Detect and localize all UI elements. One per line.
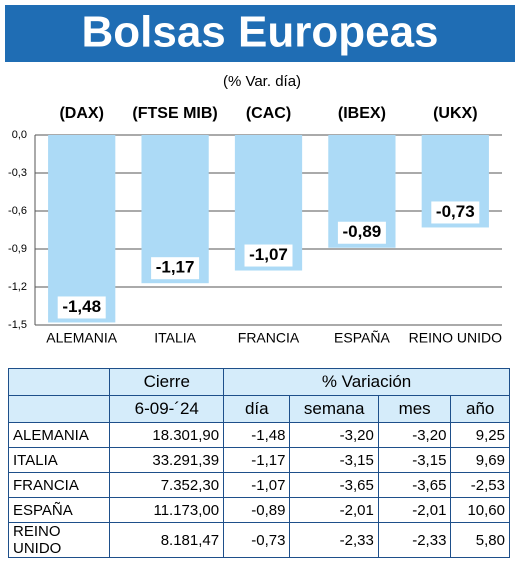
table-cell: FRANCIA [7, 472, 111, 498]
table-cell: -3,65 [289, 472, 379, 498]
table-cell: -2,01 [289, 497, 379, 523]
bar [48, 135, 116, 323]
x-tick-label: ITALIA [154, 330, 196, 346]
index-label: (IBEX) [338, 105, 386, 122]
table-cell: -1,07 [223, 472, 291, 498]
x-tick-label: REINO UNIDO [409, 330, 502, 346]
table-cell: ESPAÑA [7, 497, 111, 523]
table-row: ALEMANIA 18.301,90 -1,48 -3,20 -3,20 9,25 [7, 422, 510, 448]
value-label-bg [244, 244, 293, 267]
header-cell: % Variación [223, 368, 510, 396]
x-tick-label: ESPAÑA [334, 330, 390, 346]
y-tick-label: 0,0 [12, 129, 27, 141]
table-cell: -3,15 [377, 447, 452, 473]
table-cell: 33.291,39 [109, 447, 225, 473]
value-label: -0,89 [343, 222, 382, 241]
value-label: -1,48 [62, 297, 101, 316]
table-cell: -2,33 [289, 522, 379, 558]
table-cell: 18.301,90 [109, 422, 225, 448]
chart: Bolsas Europeas (% Var. día) 0,0 -0,3 -0,6… [5, 5, 515, 346]
table-row: ESPAÑA 11.173,00 -0,89 -2,01 -2,01 10,60 [7, 497, 510, 523]
table-cell: -3,20 [289, 422, 379, 448]
table-cell: 7.352,30 [109, 472, 225, 498]
table-cell: -3,20 [377, 422, 452, 448]
table-row: FRANCIA 7.352,30 -1,07 -3,65 -3,65 -2,53 [7, 472, 510, 498]
x-tick-label: ALEMANIA [46, 330, 117, 346]
table-cell: 10,60 [450, 497, 510, 523]
table-cell: 8.181,47 [109, 522, 225, 558]
table-cell: ALEMANIA [7, 422, 111, 448]
table-cell: 11.173,00 [109, 497, 225, 523]
value-label-bg [431, 201, 480, 224]
table-cell: -1,17 [223, 447, 291, 473]
index-label: (DAX) [59, 105, 103, 122]
x-tick-label: FRANCIA [238, 330, 300, 346]
y-tick-label: -1,5 [8, 319, 27, 331]
index-label: (CAC) [246, 105, 291, 122]
header-cell [7, 395, 111, 423]
table-row: REINO UNIDO 8.181,47 -0,73 -2,33 -2,33 5,80 [7, 522, 510, 558]
table-cell: 9,25 [450, 422, 510, 448]
y-tick-label: -0,3 [8, 167, 27, 179]
data-table: Cierre% Variación 6-09-´24 día semana mes año… [7, 368, 510, 558]
table-cell: -3,65 [377, 472, 452, 498]
value-label-bg [151, 257, 200, 280]
table-cell: 5,80 [450, 522, 510, 558]
value-label-bg [337, 221, 386, 244]
header-cell [7, 368, 111, 396]
value-label: -0,73 [436, 202, 475, 221]
table-cell: -3,15 [289, 447, 379, 473]
chart-subtitle: (% Var. día) [223, 73, 301, 90]
table-cell: -0,89 [223, 497, 291, 523]
index-label: (UKX) [433, 105, 477, 122]
value-label: -1,17 [156, 258, 195, 277]
table-cell: -0,73 [223, 522, 291, 558]
table-cell: -2,33 [377, 522, 452, 558]
subheader-row: 6-09-´24 día semana mes año [7, 395, 510, 423]
table-cell: -1,48 [223, 422, 291, 448]
table-cell: -2,01 [377, 497, 452, 523]
table-cell: ITALIA [7, 447, 111, 473]
chart-title: Bolsas Europeas [81, 8, 438, 57]
value-label: -1,07 [249, 245, 288, 264]
header-cell: mes [377, 395, 452, 423]
table-cell: -2,53 [450, 472, 510, 498]
title-banner [5, 5, 515, 62]
header-row: Cierre% Variación [7, 368, 510, 396]
index-label: (FTSE MIB) [132, 105, 217, 122]
y-tick-label: -0,6 [8, 205, 27, 217]
header-cell: año [450, 395, 510, 423]
y-tick-label: -0,9 [8, 243, 27, 255]
table-row: ITALIA 33.291,39 -1,17 -3,15 -3,15 9,69 [7, 447, 510, 473]
value-label-bg [57, 296, 106, 319]
header-cell: semana [289, 395, 379, 423]
header-cell: 6-09-´24 [109, 395, 225, 423]
header-cell: día [223, 395, 291, 423]
y-tick-label: -1,2 [8, 281, 27, 293]
table-cell: REINO UNIDO [7, 522, 111, 558]
header-cell: Cierre [109, 368, 225, 396]
table-cell: 9,69 [450, 447, 510, 473]
